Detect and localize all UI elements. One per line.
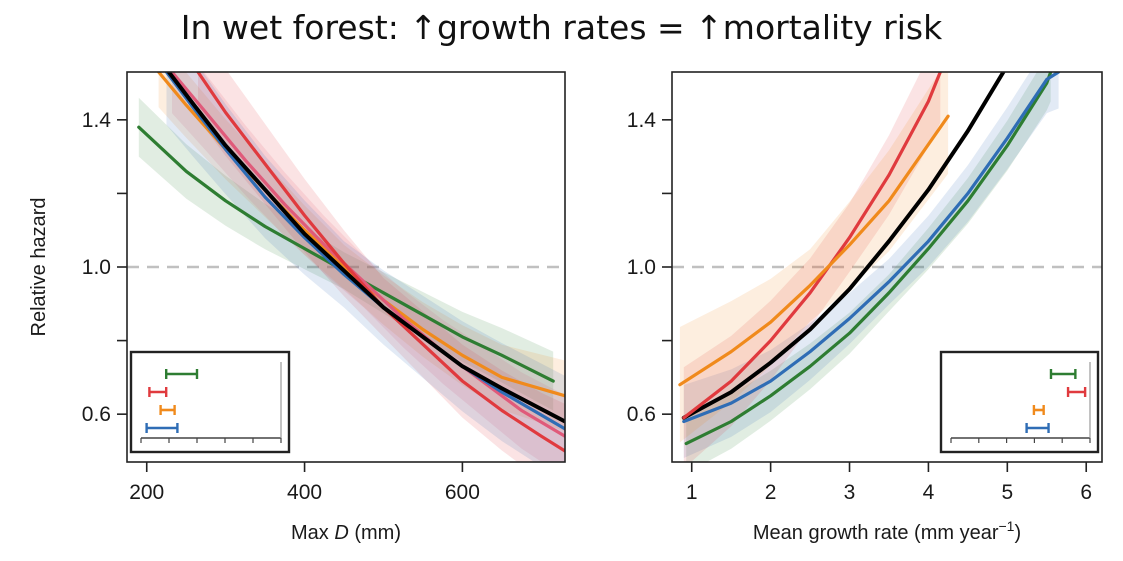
right-panel-growth-rate: 1 2 3 4 5 6 0.6 1.0 1.4 Mean growth rate (mm year… <box>627 71 1103 544</box>
confidence-band-red <box>198 72 565 462</box>
x-tick-label: 6 <box>1080 481 1092 504</box>
confidence-band-orange <box>679 72 949 443</box>
y-tick-label: 1.4 <box>627 109 657 132</box>
y-tick-label: 1.0 <box>627 256 656 279</box>
x-axis-label: Mean growth rate (mm year−1) <box>753 518 1021 544</box>
series-line-orange <box>678 114 950 387</box>
confidence-band-green <box>686 72 1051 462</box>
x-tick-label: 400 <box>287 481 322 504</box>
series-line-blue <box>682 72 1061 424</box>
x-tick-label: 4 <box>923 481 935 504</box>
plot-area <box>672 72 1102 462</box>
inset-frame <box>939 350 1100 454</box>
inset-frame <box>129 350 291 454</box>
left-panel-max-d: 200 400 600 0.6 1.0 1.4 Max D (mm) Relative haz… <box>28 71 566 544</box>
x-axis-label: Max D (mm) <box>291 522 401 544</box>
plot-area <box>127 72 565 462</box>
x-tick-label: 5 <box>1001 481 1013 504</box>
chart-title: In wet forest: ↑growth rates = ↑mortalit… <box>180 8 943 47</box>
series-line-pink <box>170 72 565 438</box>
x-tick-label: 2 <box>765 481 777 504</box>
x-tick-label: 600 <box>445 481 480 504</box>
inset-range-box <box>939 350 1100 454</box>
series-line-black <box>681 72 1006 420</box>
confidence-band-green <box>138 97 554 411</box>
y-tick-label: 0.6 <box>627 403 656 426</box>
series-line-green <box>684 72 1053 446</box>
confidence-band-blue <box>683 72 1059 458</box>
y-axis-label: Relative hazard <box>28 198 50 337</box>
x-tick-label: 1 <box>686 481 698 504</box>
y-tick-label: 1.0 <box>82 256 111 279</box>
y-tick-label: 0.6 <box>82 403 111 426</box>
x-tick-label: 3 <box>844 481 856 504</box>
inset-range-box <box>129 350 291 454</box>
confidence-band-blue <box>166 72 565 462</box>
y-tick-label: 1.4 <box>82 109 112 132</box>
series-line-black <box>166 72 565 424</box>
x-tick-label: 200 <box>129 481 164 504</box>
confidence-band-orange <box>158 72 565 432</box>
